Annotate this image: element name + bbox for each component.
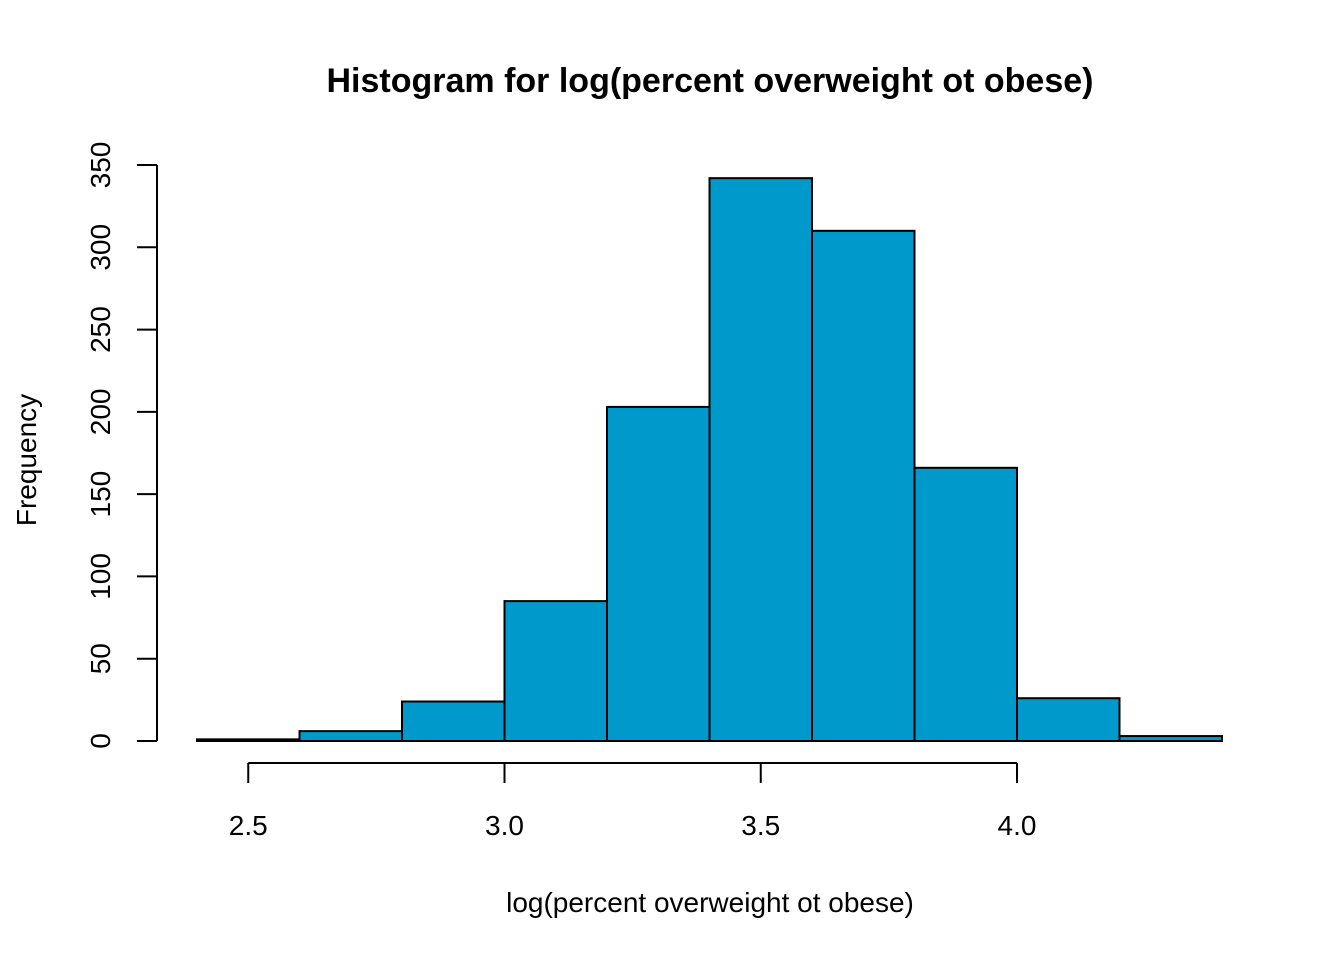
histogram-bar-7 <box>811 229 916 742</box>
y-axis: 0 50 100 150 200 250 300 350 <box>85 142 158 749</box>
histogram-bar-9 <box>1016 697 1121 742</box>
y-tick-label-200: 200 <box>85 388 116 435</box>
histogram-bar-2 <box>298 730 403 743</box>
histogram-bar-5 <box>606 405 711 742</box>
x-tick-label-2.5: 2.5 <box>229 810 268 841</box>
y-tick-label-300: 300 <box>85 224 116 271</box>
chart-title: Histogram for log(percent overweight ot … <box>327 62 1094 100</box>
histogram-bar-1 <box>196 738 301 743</box>
y-tick-label-100: 100 <box>85 553 116 600</box>
x-axis: 2.5 3.0 3.5 4.0 <box>229 762 1037 841</box>
histogram-bar-6 <box>708 177 813 742</box>
bars-group <box>196 177 1223 743</box>
histogram-bar-3 <box>401 700 506 743</box>
y-tick-label-50: 50 <box>85 643 116 674</box>
histogram-bar-10 <box>1118 735 1223 743</box>
y-tick-label-0: 0 <box>85 733 116 749</box>
y-tick-label-350: 350 <box>85 142 116 189</box>
y-tick-label-150: 150 <box>85 471 116 518</box>
histogram-bar-8 <box>913 466 1018 742</box>
y-axis-label: Frequency <box>11 394 42 526</box>
x-tick-label-4.0: 4.0 <box>998 810 1037 841</box>
x-axis-label: log(percent overweight ot obese) <box>506 887 914 918</box>
histogram-bar-4 <box>503 600 608 742</box>
x-tick-label-3.0: 3.0 <box>485 810 524 841</box>
y-tick-label-250: 250 <box>85 306 116 353</box>
x-tick-label-3.5: 3.5 <box>741 810 780 841</box>
